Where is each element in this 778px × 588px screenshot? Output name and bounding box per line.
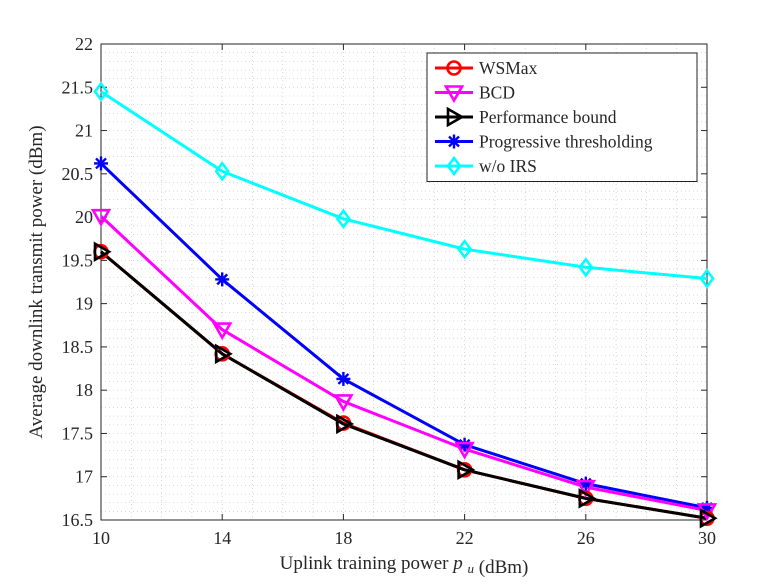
series-line-3 [99, 162, 708, 510]
x-tick-label: 22 [456, 528, 474, 548]
y-tick-label: 19.5 [62, 250, 94, 270]
x-tick-label: 14 [213, 528, 231, 548]
y-tick-label: 16.5 [62, 510, 94, 530]
series-1-point [333, 394, 354, 413]
x-axis-label-sub: u [468, 561, 475, 576]
series-4-point [456, 238, 473, 260]
legend-swatch-marker [446, 106, 465, 128]
y-tick-label: 17 [75, 467, 93, 487]
x-tick-label: 30 [698, 528, 716, 548]
series-2-point [578, 488, 597, 509]
axes-box [100, 43, 708, 521]
series-2-point [336, 413, 355, 435]
series-1-point [454, 441, 475, 460]
legend-swatch-marker [443, 85, 465, 104]
y-tick-label: 18 [75, 380, 93, 400]
legend-swatch-marker [446, 155, 462, 177]
series-3-point [336, 371, 351, 386]
y-tick-label: 18.5 [62, 337, 94, 357]
series-line-4 [100, 90, 708, 281]
x-axis-label: Uplink training power p u (dBm) [280, 553, 529, 578]
x-tick-label: 10 [92, 528, 110, 548]
series-3-point [215, 272, 230, 287]
y-axis-label: Average downlink transmit power (dBm) [26, 125, 47, 438]
y-tick-label: 21.5 [62, 77, 94, 97]
series-line-1 [99, 215, 708, 512]
series-1-point [211, 322, 233, 341]
series-4-point [93, 81, 109, 102]
series-4-point [578, 257, 594, 278]
legend-label: WSMax [479, 58, 538, 78]
series-2-point [214, 343, 233, 365]
x-axis-label-text: Uplink training power [280, 553, 450, 574]
legend-swatch-marker [446, 60, 462, 76]
legend-label: BCD [479, 83, 515, 103]
y-tick-label: 22 [75, 34, 93, 54]
series-line-2 [100, 250, 708, 520]
y-tick-label: 20.5 [62, 164, 94, 184]
x-axis-label-unit: (dBm) [479, 557, 529, 578]
series-1-point [575, 479, 597, 498]
legend-label: Performance bound [479, 107, 617, 127]
legend-swatch-marker [447, 134, 461, 149]
series-1-point [90, 208, 112, 227]
series-4-point [214, 161, 230, 182]
legend-label: Progressive thresholding [479, 132, 653, 152]
y-tick-label: 17.5 [62, 423, 94, 443]
series-3-point [457, 437, 472, 452]
y-tick-label: 20 [75, 207, 93, 227]
series-lines [99, 90, 708, 520]
series-markers [90, 81, 718, 529]
x-axis-label-var: p [451, 553, 463, 574]
series-4-point [335, 208, 352, 229]
series-2-point [457, 459, 476, 481]
y-tick-label: 21 [75, 121, 93, 141]
y-tick-label: 19 [75, 294, 93, 314]
axis-ticks: 10 14 18 22 26 30 16.5 17 17.5 18 18.5 19 19.5 20 20.5… [62, 34, 717, 548]
series-4-point [699, 268, 715, 289]
x-tick-label: 18 [334, 528, 352, 548]
x-tick-label: 26 [577, 528, 595, 548]
series-2-point [699, 508, 718, 529]
series-3-point [94, 156, 108, 171]
series-2-point [93, 241, 112, 262]
legend-label: w/o IRS [479, 156, 537, 176]
legend: WSMax BCD Performance bound Progressive thr… [426, 52, 698, 182]
